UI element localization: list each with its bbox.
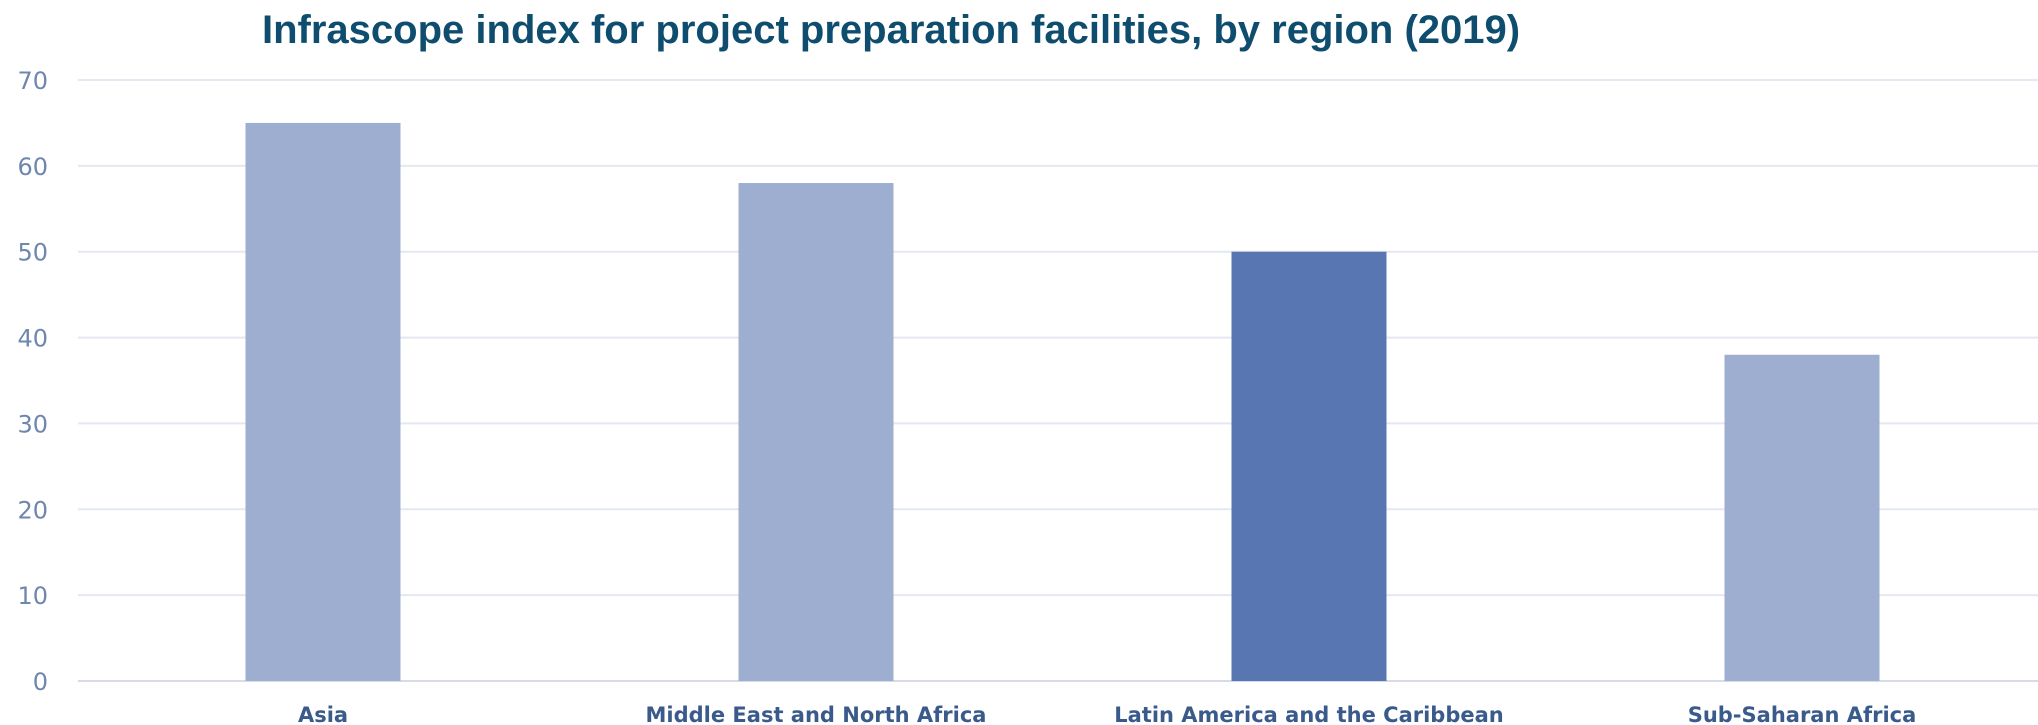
chart-title: Infrascope index for project preparation… xyxy=(262,8,1521,52)
category-label-latin-america-and-the-caribbean: Latin America and the Caribbean xyxy=(1114,703,1503,725)
bar-middle-east-and-north-africa xyxy=(738,183,894,681)
category-label-middle-east-and-north-africa: Middle East and North Africa xyxy=(646,703,987,725)
category-label-asia: Asia xyxy=(298,703,348,725)
y-tick-label-0: 0 xyxy=(33,668,48,696)
bars xyxy=(245,122,1880,681)
y-tick-label-20: 20 xyxy=(17,496,48,524)
y-tick-label-50: 50 xyxy=(17,239,48,267)
bar-sub-saharan-africa xyxy=(1724,354,1880,681)
gridlines xyxy=(78,79,2038,682)
category-label-sub-saharan-africa: Sub-Saharan Africa xyxy=(1688,703,1917,725)
bar-latin-america-and-the-caribbean xyxy=(1231,251,1387,681)
y-tick-label-30: 30 xyxy=(17,410,48,438)
category-labels: Asia Middle East and North Africa Latin Am… xyxy=(298,703,1916,725)
y-tick-label-10: 10 xyxy=(17,582,48,610)
y-axis-tick-labels: 0 10 20 30 40 50 60 70 xyxy=(17,67,48,696)
y-tick-label-70: 70 xyxy=(17,67,48,95)
bar-asia xyxy=(245,122,401,681)
y-tick-label-60: 60 xyxy=(17,153,48,181)
y-tick-label-40: 40 xyxy=(17,325,48,353)
